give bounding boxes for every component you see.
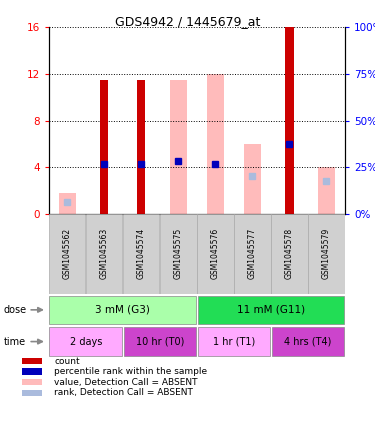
Bar <box>170 80 187 214</box>
Text: time: time <box>4 337 26 346</box>
Bar <box>234 214 271 294</box>
Bar <box>100 80 108 214</box>
Bar <box>50 327 122 356</box>
Text: 10 hr (T0): 10 hr (T0) <box>136 337 184 346</box>
Bar <box>197 214 234 294</box>
Bar <box>318 167 335 214</box>
Text: 11 mM (G11): 11 mM (G11) <box>237 305 305 315</box>
Text: 4 hrs (T4): 4 hrs (T4) <box>284 337 332 346</box>
Bar <box>22 368 42 375</box>
Text: 1 hr (T1): 1 hr (T1) <box>213 337 255 346</box>
Bar <box>123 327 196 356</box>
Text: GDS4942 / 1445679_at: GDS4942 / 1445679_at <box>115 15 260 28</box>
Text: GSM1045575: GSM1045575 <box>174 228 183 280</box>
Bar <box>244 144 261 214</box>
Bar <box>22 358 42 364</box>
Bar <box>123 214 159 294</box>
Text: 2 days: 2 days <box>70 337 102 346</box>
Bar <box>137 80 146 214</box>
Text: GSM1045562: GSM1045562 <box>63 228 72 279</box>
Text: GSM1045576: GSM1045576 <box>211 228 220 280</box>
Bar <box>198 296 344 324</box>
Text: GSM1045574: GSM1045574 <box>137 228 146 280</box>
Bar <box>59 193 76 214</box>
Text: GSM1045577: GSM1045577 <box>248 228 257 280</box>
Text: 3 mM (G3): 3 mM (G3) <box>95 305 150 315</box>
Bar <box>22 379 42 385</box>
Bar <box>160 214 196 294</box>
Text: percentile rank within the sample: percentile rank within the sample <box>54 367 207 376</box>
Bar <box>22 390 42 396</box>
Text: value, Detection Call = ABSENT: value, Detection Call = ABSENT <box>54 378 198 387</box>
Text: GSM1045579: GSM1045579 <box>322 228 331 280</box>
Bar <box>207 74 224 214</box>
Bar <box>86 214 123 294</box>
Bar <box>198 327 270 356</box>
Text: count: count <box>54 357 80 366</box>
Text: rank, Detection Call = ABSENT: rank, Detection Call = ABSENT <box>54 388 193 398</box>
Bar <box>285 27 294 214</box>
Text: dose: dose <box>4 305 27 315</box>
Bar <box>271 214 308 294</box>
Text: GSM1045563: GSM1045563 <box>100 228 109 280</box>
Bar <box>49 214 86 294</box>
Bar <box>308 214 345 294</box>
Bar <box>50 296 196 324</box>
Text: GSM1045578: GSM1045578 <box>285 228 294 279</box>
Bar <box>272 327 344 356</box>
